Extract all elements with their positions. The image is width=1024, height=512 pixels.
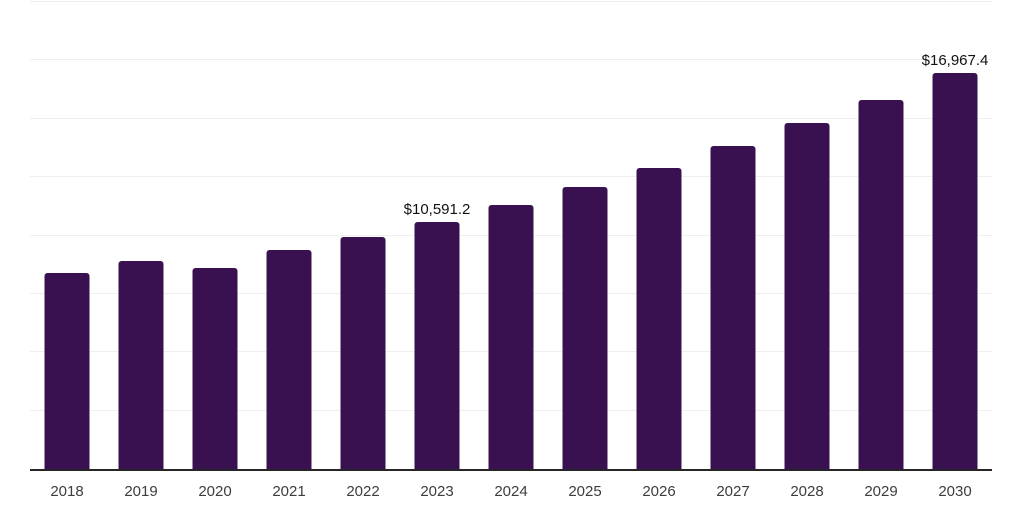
x-tick-label-2030: 2030 <box>938 483 972 500</box>
x-axis-line <box>30 469 992 471</box>
bar-2027[interactable] <box>710 146 756 469</box>
bar-slot-2020 <box>178 2 252 469</box>
x-tick-label-2018: 2018 <box>50 483 84 500</box>
bar-2021[interactable] <box>266 250 312 469</box>
bar-2030[interactable] <box>932 72 978 469</box>
gridline <box>30 117 992 119</box>
bar-2025[interactable] <box>562 187 608 469</box>
bar-2024[interactable] <box>488 205 534 469</box>
bar-slot-2030: $16,967.4 <box>918 2 992 469</box>
bar-2029[interactable] <box>858 99 904 469</box>
bar-slot-2021 <box>252 2 326 469</box>
bar-2023[interactable] <box>414 221 460 469</box>
bar-slot-2029 <box>844 2 918 469</box>
plot-area: $10,591.2 $16,967.4 <box>30 1 992 471</box>
x-tick-label-2022: 2022 <box>346 483 380 500</box>
x-tick-label-2019: 2019 <box>124 483 158 500</box>
bar-slot-2024 <box>474 2 548 469</box>
bar-slot-2025 <box>548 2 622 469</box>
bar-slot-2027 <box>696 2 770 469</box>
x-tick-label-2025: 2025 <box>568 483 602 500</box>
bar-slot-2019 <box>104 2 178 469</box>
bar-2019[interactable] <box>118 261 164 469</box>
data-label-2023: $10,591.2 <box>403 200 471 218</box>
bar-slot-2022 <box>326 2 400 469</box>
bar-slot-2023: $10,591.2 <box>400 2 474 469</box>
gridline <box>30 176 992 178</box>
bar-2026[interactable] <box>636 168 682 469</box>
data-label-2030: $16,967.4 <box>921 51 989 69</box>
x-tick-label-2021: 2021 <box>272 483 306 500</box>
bar-2028[interactable] <box>784 123 830 469</box>
bar-slot-2028 <box>770 2 844 469</box>
x-tick-label-2028: 2028 <box>790 483 824 500</box>
bars-container: $10,591.2 $16,967.4 <box>30 2 992 469</box>
x-tick-label-2024: 2024 <box>494 483 528 500</box>
x-tick-label-2026: 2026 <box>642 483 676 500</box>
bar-2022[interactable] <box>340 236 386 469</box>
x-tick-label-2029: 2029 <box>864 483 898 500</box>
gridline <box>30 59 992 61</box>
bar-2018[interactable] <box>44 273 90 469</box>
bar-2020[interactable] <box>192 268 238 469</box>
bar-slot-2018 <box>30 2 104 469</box>
x-tick-label-2027: 2027 <box>716 483 750 500</box>
gridline <box>30 1 992 2</box>
x-tick-label-2020: 2020 <box>198 483 232 500</box>
x-axis-labels: 2018 2019 2020 2021 2022 2023 2024 2025 2026 2027… <box>30 483 992 501</box>
bar-slot-2026 <box>622 2 696 469</box>
x-tick-label-2023: 2023 <box>420 483 454 500</box>
